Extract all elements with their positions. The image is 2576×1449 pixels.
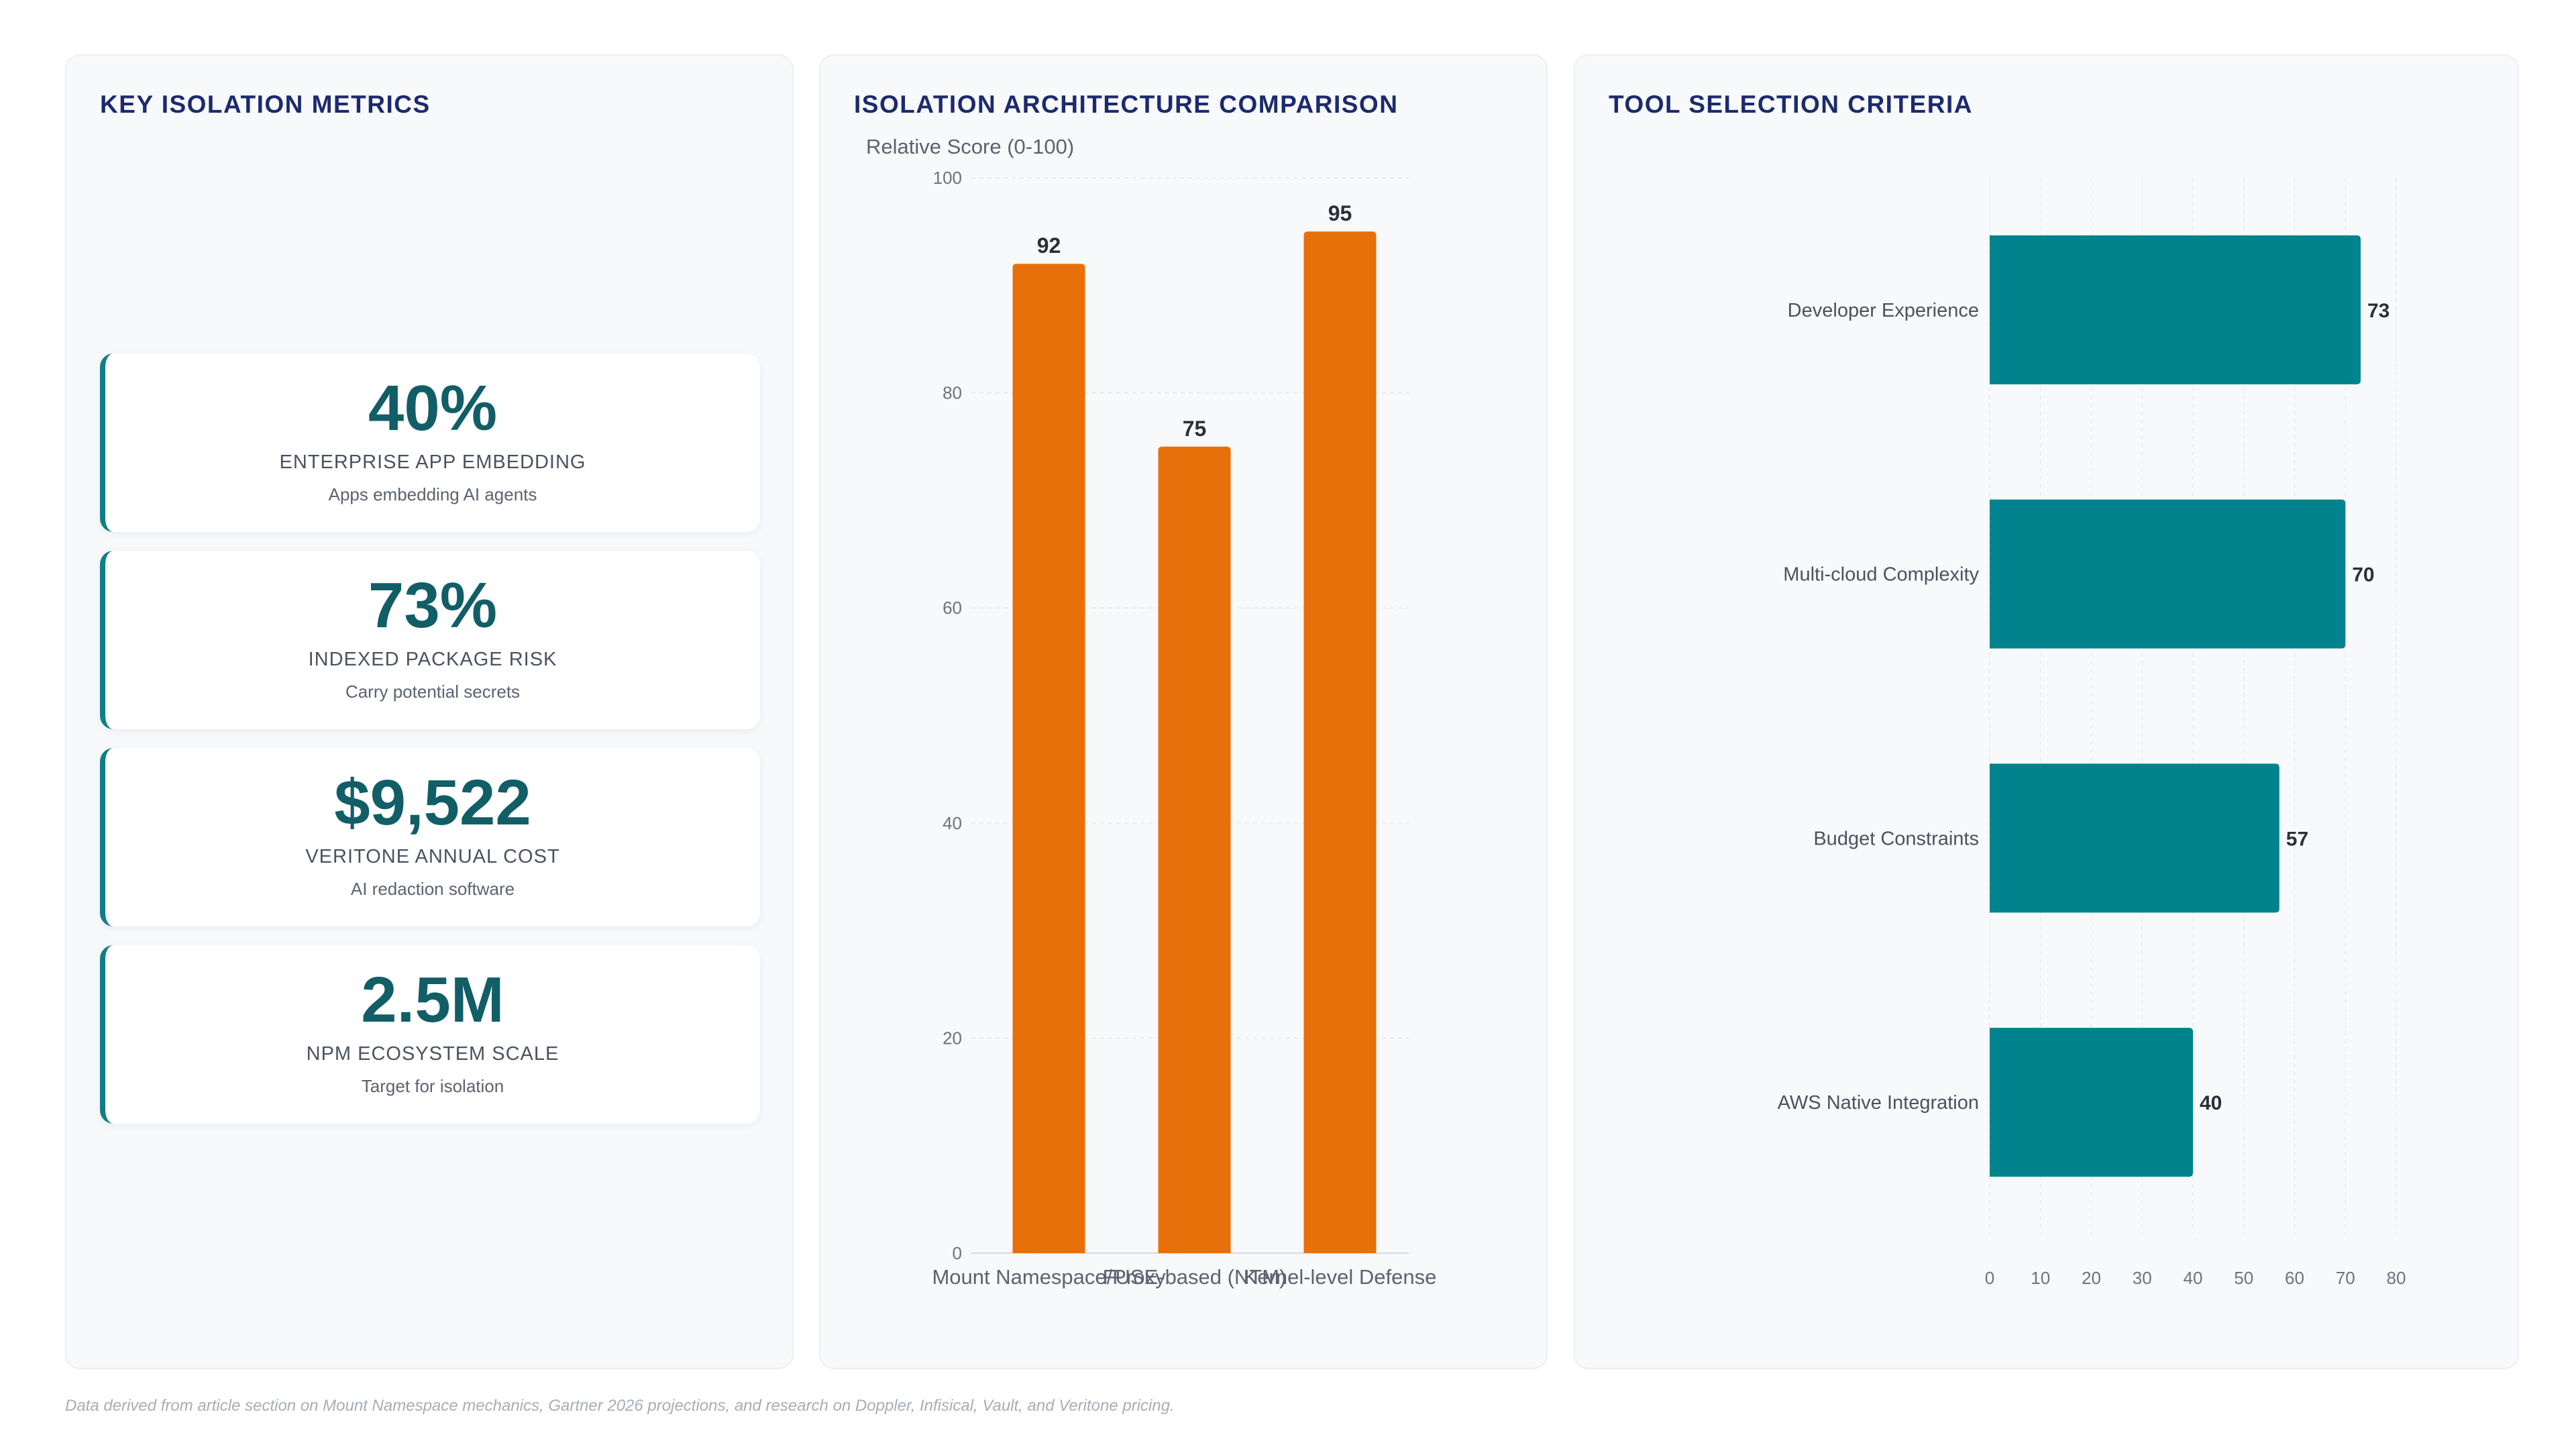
footer-note: Data derived from article section on Mou… [65,1397,1175,1415]
x-tick-label: 40 [2184,1268,2203,1288]
metric-card-npm-ecosystem-scale: 2.5M NPM ECOSYSTEM SCALE Target for isol… [100,945,760,1124]
bar-data-label: 92 [1037,233,1061,258]
bar [1158,446,1231,1253]
bar-data-label: 70 [2352,564,2374,586]
x-tick-label: Kernel-level Defense [1244,1265,1437,1289]
metric-sublabel: AI redaction software [350,879,515,899]
y-tick-label: 40 [943,813,962,833]
y-tick-label: 0 [953,1243,962,1263]
architecture-bar-chart: Relative Score (0-100) 0 20 40 60 80 100 92 Moun… [866,135,1436,1289]
metric-value: 40% [368,372,498,444]
x-tick-label: 10 [2031,1268,2050,1288]
y-tick-label: 80 [943,383,962,403]
x-tick-label: 20 [2082,1268,2101,1288]
x-tick-label: FUSE-based (NTM) [1103,1265,1287,1289]
metric-value: $9,522 [334,767,531,839]
bar [1990,763,2279,913]
metric-card-enterprise-app-embedding: 40% ENTERPRISE APP EMBEDDING Apps embedd… [100,354,760,532]
bar-data-label: 75 [1183,417,1207,441]
bar-data-label: 57 [2286,828,2308,850]
metric-label: ENTERPRISE APP EMBEDDING [279,451,586,473]
y-axis-title: Relative Score (0-100) [866,135,1074,158]
x-tick-label: 60 [2285,1268,2304,1288]
metric-sublabel: Carry potential secrets [345,682,521,702]
x-tick-label: 0 [1985,1268,1994,1288]
bar [1990,499,2346,649]
bar-data-label: 40 [2200,1092,2222,1114]
bar [1990,235,2361,384]
x-tick-label: 70 [2336,1268,2355,1288]
y-tick-label: 100 [933,168,962,188]
y-tick-label: Multi-cloud Complexity [1783,564,1979,586]
y-tick-label: Budget Constraints [1813,828,1979,849]
y-tick-label: 60 [943,598,962,618]
metric-sublabel: Apps embedding AI agents [328,484,537,504]
x-tick-label: 30 [2133,1268,2152,1288]
metric-card-indexed-package-risk: 73% INDEXED PACKAGE RISK Carry potential… [100,551,760,729]
criteria-bar-chart: 0 10 20 30 40 50 60 70 80 73 Developer Experience 7… [1778,178,2406,1288]
criteria-panel-title: TOOL SELECTION CRITERIA [1609,91,1973,118]
metric-value: 73% [368,570,498,641]
metric-label: INDEXED PACKAGE RISK [308,649,557,670]
x-tick-label: Mount Namespace/Proxy [932,1265,1166,1289]
metric-sublabel: Target for isolation [361,1076,504,1096]
metric-card-veritone-annual-cost: $9,522 VERITONE ANNUAL COST AI redaction… [100,748,760,926]
metric-label: NPM ECOSYSTEM SCALE [306,1043,559,1065]
bar [1012,264,1085,1253]
metrics-panel-title: KEY ISOLATION METRICS [100,91,431,118]
y-tick-label: AWS Native Integration [1778,1092,1979,1114]
metrics-panel: KEY ISOLATION METRICS 40% ENTERPRISE APP… [65,54,794,1369]
y-tick-label: Developer Experience [1788,300,1979,321]
x-tick-label: 80 [2387,1268,2406,1288]
bar-data-label: 95 [1328,201,1352,225]
bar [1303,231,1377,1253]
architecture-panel-title: ISOLATION ARCHITECTURE COMPARISON [854,91,1399,118]
bar [1990,1028,2193,1177]
x-tick-label: 50 [2234,1268,2253,1288]
metric-label: VERITONE ANNUAL COST [305,846,560,867]
bar-data-label: 73 [2367,300,2390,322]
metric-value: 2.5M [361,964,504,1036]
y-tick-label: 20 [943,1028,962,1048]
